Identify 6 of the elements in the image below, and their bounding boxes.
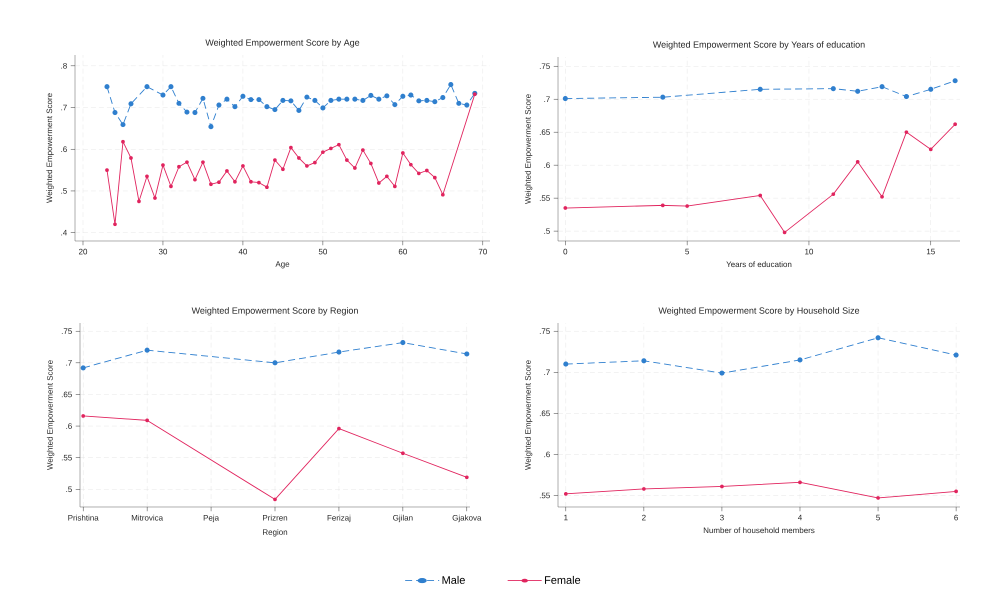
chart-title: Weighted Empowerment Score by Years of education (652, 41, 865, 50)
legend-label: Male (442, 576, 465, 584)
legend-label: Female (545, 576, 580, 584)
chart-title: Weighted Empowerment Score by Household Size (658, 307, 860, 316)
chart-title: Weighted Empowerment Score by Age (205, 39, 360, 48)
chart-title: Weighted Empowerment Score by Region (192, 307, 358, 316)
